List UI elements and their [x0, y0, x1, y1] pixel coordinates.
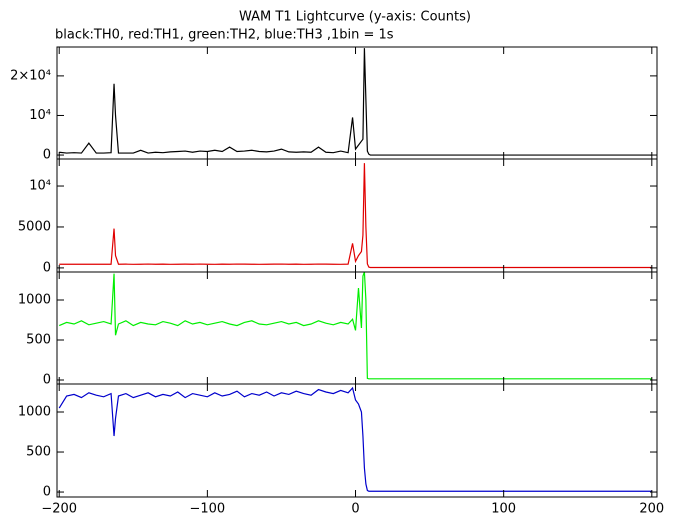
chart-title: WAM T1 Lightcurve (y-axis: Counts) — [239, 10, 471, 25]
y-tick-label: 0 — [43, 148, 51, 163]
x-tick-label: 0 — [351, 502, 359, 515]
panel-frame — [56, 271, 658, 385]
y-tick-label: 500 — [26, 445, 51, 460]
series-line — [59, 48, 652, 156]
x-tick-label: 100 — [491, 502, 516, 515]
y-tick-label: 0 — [43, 373, 51, 388]
panel-frame — [56, 158, 658, 273]
y-tick-label: 10⁴ — [29, 179, 51, 194]
y-tick-label: 1000 — [18, 405, 51, 420]
x-tick-label: −100 — [190, 502, 226, 515]
y-tick-label: 10⁴ — [29, 108, 51, 123]
y-tick-label: 500 — [26, 333, 51, 348]
series-line — [58, 386, 652, 492]
y-tick-label: 0 — [43, 260, 51, 275]
series-line — [58, 272, 652, 380]
series-line — [59, 163, 652, 269]
y-tick-label: 1000 — [18, 293, 51, 308]
y-tick-label: 2×10⁴ — [10, 68, 51, 83]
x-tick-label: 200 — [639, 502, 664, 515]
panel-frame — [56, 383, 658, 498]
y-tick-label: 0 — [43, 485, 51, 500]
y-tick-label: 5000 — [18, 219, 51, 234]
chart-subtitle: black:TH0, red:TH1, green:TH2, blue:TH3 … — [55, 28, 394, 43]
x-tick-label: −200 — [41, 502, 77, 515]
panel-frame — [56, 46, 658, 160]
